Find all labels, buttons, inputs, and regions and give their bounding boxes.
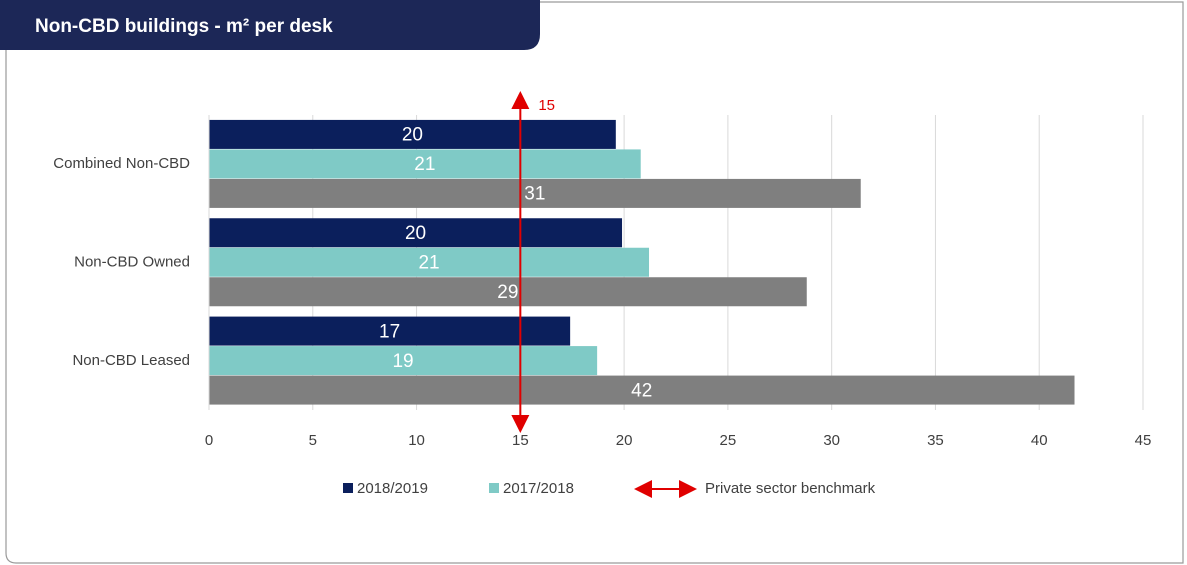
bar	[209, 346, 598, 376]
value-label: 17	[379, 321, 400, 342]
value-label: 19	[392, 351, 413, 372]
value-label: 21	[414, 154, 435, 175]
bar	[209, 316, 571, 346]
value-label: 42	[631, 380, 652, 401]
x-tick-label: 0	[205, 432, 213, 449]
category-label: Non-CBD Leased	[72, 352, 190, 369]
bar	[209, 277, 807, 307]
legend-swatch	[489, 483, 499, 493]
x-tick-label: 20	[616, 432, 633, 449]
x-tick-label: 45	[1135, 432, 1152, 449]
legend-swatch	[343, 483, 353, 493]
legend-label: 2017/2018	[503, 480, 574, 497]
x-tick-label: 40	[1031, 432, 1048, 449]
bar	[209, 247, 650, 277]
x-tick-label: 10	[408, 432, 425, 449]
value-label: 29	[497, 282, 518, 303]
card-border	[5, 1, 1184, 564]
legend-label: 2018/2019	[357, 480, 428, 497]
benchmark-label: 15	[538, 97, 555, 114]
x-tick-label: 15	[512, 432, 529, 449]
chart-title: Non-CBD buildings - m² per desk	[35, 16, 333, 37]
x-tick-label: 5	[309, 432, 317, 449]
x-tick-label: 25	[720, 432, 737, 449]
bar	[209, 119, 616, 149]
bar	[209, 375, 1075, 405]
bar	[209, 218, 623, 248]
category-label: Non-CBD Owned	[74, 253, 190, 270]
value-label: 21	[418, 253, 439, 274]
category-label: Combined Non-CBD	[53, 155, 190, 172]
value-label: 20	[402, 125, 423, 146]
header-tab	[0, 0, 540, 50]
value-label: 20	[405, 223, 426, 244]
legend-label: Private sector benchmark	[705, 480, 876, 497]
bar	[209, 149, 641, 179]
x-tick-label: 30	[823, 432, 840, 449]
value-label: 31	[524, 184, 545, 205]
x-tick-label: 35	[927, 432, 944, 449]
bar	[209, 178, 861, 208]
